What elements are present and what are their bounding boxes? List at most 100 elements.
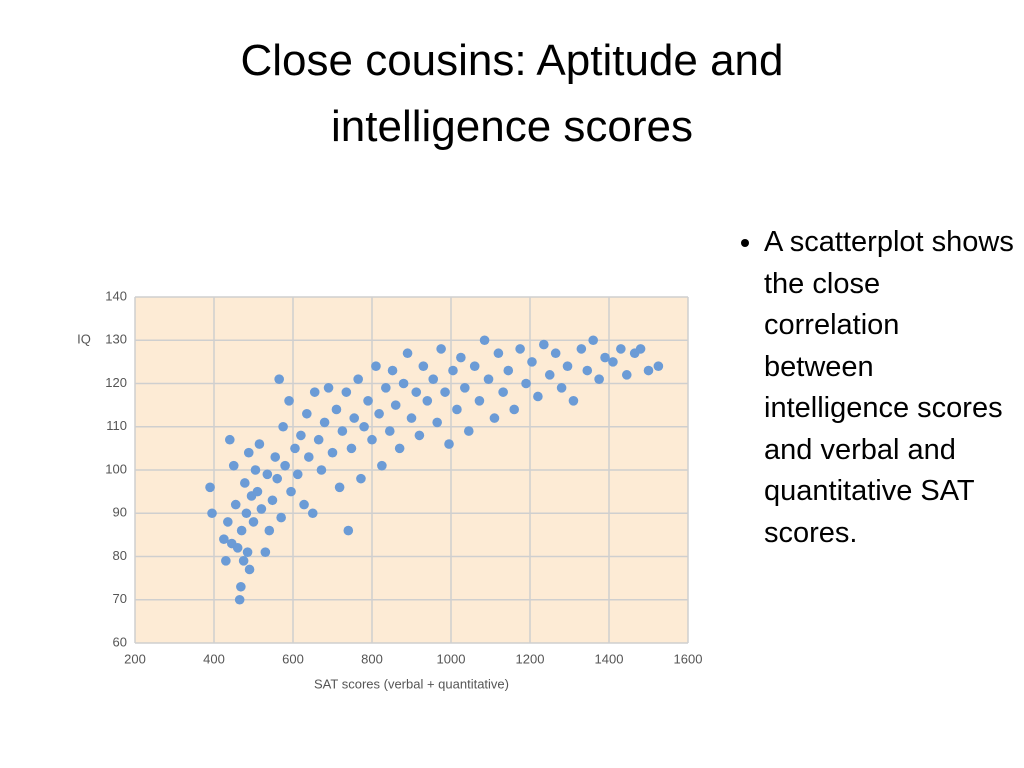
y-tick-label: 140 — [105, 288, 127, 303]
point — [256, 504, 267, 514]
x-tick-label: 400 — [203, 651, 225, 666]
point — [594, 374, 604, 384]
point — [635, 344, 646, 354]
point — [643, 365, 654, 376]
point — [341, 387, 352, 397]
point — [292, 469, 303, 480]
point — [252, 486, 263, 497]
point — [394, 443, 405, 454]
point — [236, 581, 246, 592]
point — [377, 460, 387, 471]
point — [280, 460, 290, 471]
y-tick-label: 90 — [113, 505, 127, 520]
point — [272, 473, 283, 484]
point — [319, 417, 330, 428]
point — [418, 361, 429, 372]
point — [527, 357, 537, 367]
point — [264, 525, 275, 536]
point — [262, 469, 273, 480]
point — [221, 556, 231, 566]
point — [236, 525, 247, 536]
point — [276, 512, 286, 523]
point — [544, 370, 555, 380]
point — [588, 335, 598, 346]
point — [562, 361, 573, 372]
y-tick-label: 130 — [105, 332, 127, 347]
point — [406, 413, 417, 423]
point — [621, 370, 632, 380]
point — [432, 417, 442, 428]
point — [460, 383, 470, 393]
point — [243, 447, 254, 458]
point — [515, 344, 525, 354]
point — [274, 374, 284, 384]
bullet-list: A scatterplot shows the close correlatio… — [730, 222, 1014, 554]
point — [428, 374, 439, 384]
point — [316, 465, 327, 475]
point — [270, 452, 281, 462]
x-axis-label: SAT scores (verbal + quantitative) — [314, 676, 509, 691]
slide-title: Close cousins: Aptitude and intelligence… — [240, 36, 784, 151]
point — [463, 426, 474, 436]
point — [440, 387, 450, 397]
point — [576, 344, 587, 354]
point — [244, 564, 255, 575]
point — [363, 396, 373, 406]
point — [374, 408, 384, 419]
point — [296, 430, 306, 441]
point — [207, 508, 217, 519]
point — [398, 378, 409, 389]
point — [469, 361, 480, 372]
point — [250, 465, 261, 475]
x-tick-label: 1200 — [516, 651, 545, 666]
point — [323, 383, 334, 393]
point — [474, 396, 485, 406]
point — [448, 365, 458, 376]
x-tick-label: 600 — [282, 651, 304, 666]
point — [582, 365, 593, 376]
point — [600, 352, 610, 363]
point — [304, 452, 314, 462]
point — [260, 547, 271, 557]
point — [521, 378, 531, 389]
point — [267, 495, 278, 506]
point — [384, 426, 395, 436]
point — [223, 517, 233, 527]
point — [444, 439, 454, 449]
point — [556, 383, 567, 393]
x-tick-label: 1000 — [437, 651, 466, 666]
point — [411, 387, 422, 397]
point — [241, 508, 252, 519]
point — [498, 387, 508, 397]
bullet: A scatterplot shows the close correlatio… — [764, 222, 1014, 554]
point — [509, 404, 519, 415]
point — [346, 443, 357, 454]
point — [278, 421, 288, 432]
point — [331, 404, 342, 415]
point — [414, 430, 425, 441]
point — [653, 361, 664, 372]
point — [367, 434, 377, 445]
point — [456, 352, 466, 363]
y-axis-label: IQ — [77, 331, 91, 346]
point — [356, 473, 366, 484]
point — [248, 517, 259, 527]
x-tick-label: 1600 — [674, 651, 703, 666]
point — [608, 357, 618, 367]
point — [205, 482, 215, 493]
point — [503, 365, 514, 376]
point — [240, 478, 250, 488]
point — [327, 447, 338, 458]
point — [550, 348, 561, 359]
point — [381, 383, 391, 393]
point — [422, 396, 433, 406]
y-tick-label: 120 — [105, 375, 127, 390]
point — [309, 387, 320, 397]
point — [402, 348, 413, 359]
point — [219, 534, 229, 544]
point — [436, 344, 446, 354]
y-tick-label: 60 — [113, 634, 127, 649]
point — [493, 348, 504, 359]
